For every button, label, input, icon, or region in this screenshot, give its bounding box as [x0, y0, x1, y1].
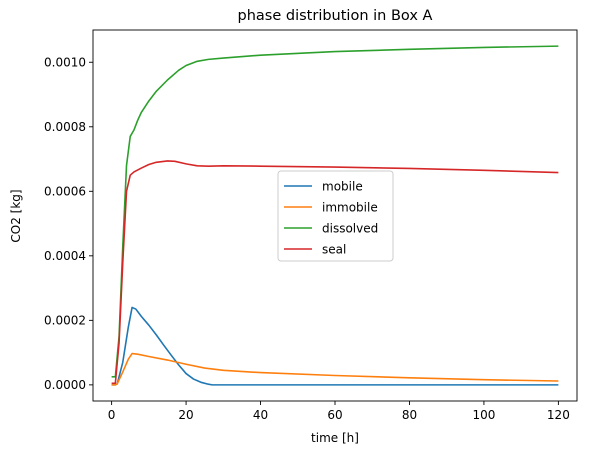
series-line-seal [111, 160, 559, 385]
x-axis-ticks: 0 20 40 60 80 100 120 [108, 401, 570, 422]
y-tick-label: 0.0002 [44, 313, 86, 327]
x-tick-label: 80 [402, 408, 417, 422]
y-tick-label: 0.0010 [44, 55, 86, 69]
y-tick-label: 0.0006 [44, 184, 86, 198]
chart-title: phase distribution in Box A [238, 8, 433, 24]
y-tick-label: 0.0000 [44, 378, 86, 392]
series-line-mobile [111, 306, 559, 386]
legend-label-dissolved: dissolved [322, 222, 378, 236]
plot-frame [92, 29, 578, 402]
x-tick-label: 20 [178, 408, 193, 422]
x-tick-label: 40 [253, 408, 268, 422]
x-tick-label: 100 [472, 408, 495, 422]
legend-label-mobile: mobile [322, 180, 363, 194]
y-tick-label: 0.0004 [44, 249, 86, 263]
y-tick-label: 0.0008 [44, 120, 86, 134]
x-tick-label: 120 [547, 408, 570, 422]
legend-entries: mobile immobile dissolved seal [284, 180, 378, 257]
x-tick-label: 0 [108, 408, 116, 422]
y-axis-label: CO2 [kg] [9, 189, 23, 242]
x-axis-label: time [h] [311, 431, 359, 445]
series-line-immobile [111, 352, 559, 386]
x-tick-label: 60 [327, 408, 342, 422]
legend-label-seal: seal [322, 243, 346, 257]
legend-box [277, 170, 394, 262]
series-line-dissolved [111, 45, 559, 378]
legend-label-immobile: immobile [322, 201, 378, 215]
plot-lines [111, 45, 559, 386]
y-axis-ticks: 0.0000 0.0002 0.0004 0.0006 0.0008 0.0010 [44, 55, 93, 392]
legend: mobile immobile dissolved seal [277, 170, 394, 262]
